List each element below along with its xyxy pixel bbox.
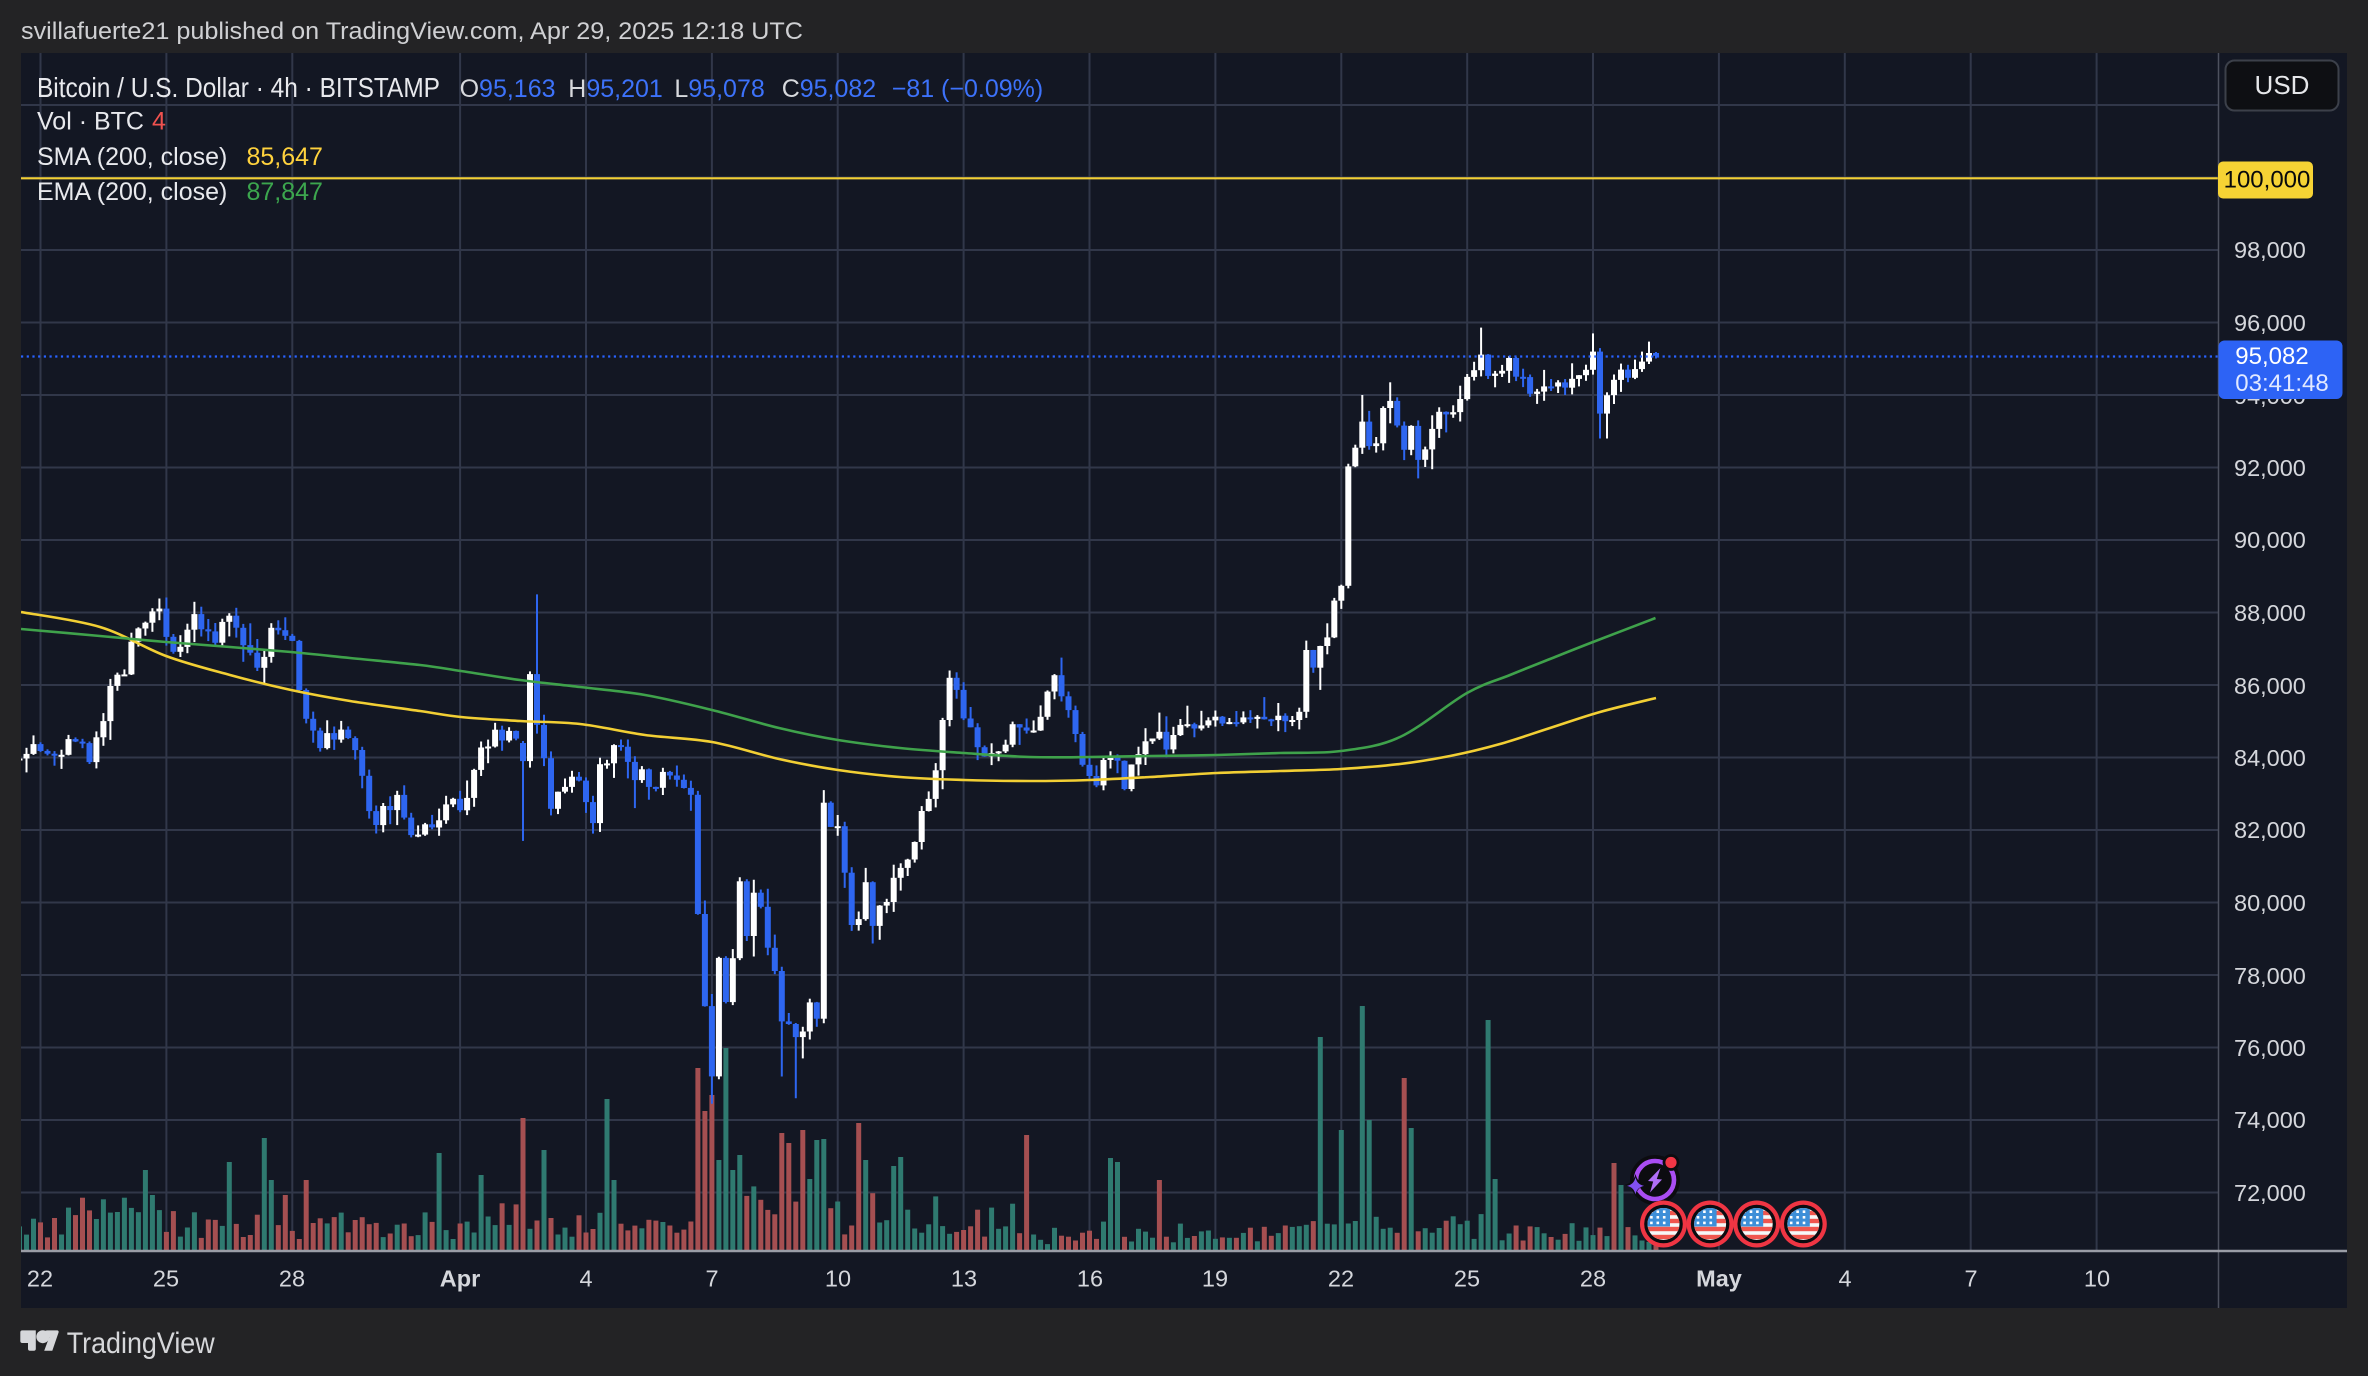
svg-text:86,000: 86,000 bbox=[2234, 673, 2306, 699]
svg-text:88,000: 88,000 bbox=[2234, 600, 2306, 626]
svg-text:O95,163: O95,163 bbox=[460, 75, 556, 103]
svg-text:USD: USD bbox=[2255, 70, 2310, 100]
svg-text:82,000: 82,000 bbox=[2234, 817, 2306, 843]
svg-text:7: 7 bbox=[705, 1266, 718, 1292]
svg-text:May: May bbox=[1696, 1266, 1742, 1292]
svg-text:100,000: 100,000 bbox=[2224, 167, 2311, 194]
svg-text:22: 22 bbox=[1328, 1266, 1354, 1292]
svg-text:7: 7 bbox=[1964, 1266, 1977, 1292]
svg-text:svillafuerte21 published on Tr: svillafuerte21 published on TradingView.… bbox=[21, 18, 803, 45]
svg-text:22: 22 bbox=[27, 1266, 53, 1292]
svg-text:72,000: 72,000 bbox=[2234, 1180, 2306, 1206]
svg-text:28: 28 bbox=[279, 1266, 305, 1292]
svg-text:TradingView: TradingView bbox=[67, 1327, 215, 1360]
svg-text:74,000: 74,000 bbox=[2234, 1107, 2306, 1133]
svg-text:4: 4 bbox=[1838, 1266, 1851, 1292]
svg-text:16: 16 bbox=[1077, 1266, 1103, 1292]
svg-text:84,000: 84,000 bbox=[2234, 745, 2306, 771]
svg-text:Apr: Apr bbox=[440, 1266, 480, 1292]
svg-text:10: 10 bbox=[2084, 1266, 2110, 1292]
svg-text:87,847: 87,847 bbox=[247, 178, 323, 206]
svg-text:76,000: 76,000 bbox=[2234, 1035, 2306, 1061]
svg-text:C95,082: C95,082 bbox=[782, 75, 877, 103]
svg-text:03:41:48: 03:41:48 bbox=[2235, 370, 2328, 397]
svg-text:92,000: 92,000 bbox=[2234, 455, 2306, 481]
svg-text:78,000: 78,000 bbox=[2234, 963, 2306, 989]
svg-text:13: 13 bbox=[951, 1266, 977, 1292]
svg-text:98,000: 98,000 bbox=[2234, 237, 2306, 263]
svg-text:85,647: 85,647 bbox=[247, 143, 323, 171]
svg-text:H95,201: H95,201 bbox=[568, 75, 663, 103]
svg-text:4: 4 bbox=[579, 1266, 592, 1292]
svg-text:L95,078: L95,078 bbox=[674, 75, 764, 103]
svg-text:EMA (200, close): EMA (200, close) bbox=[37, 178, 227, 206]
svg-text:80,000: 80,000 bbox=[2234, 890, 2306, 916]
svg-text:10: 10 bbox=[825, 1266, 851, 1292]
svg-text:28: 28 bbox=[1580, 1266, 1606, 1292]
svg-text:Bitcoin / U.S. Dollar · 4h · B: Bitcoin / U.S. Dollar · 4h · BITSTAMP bbox=[37, 72, 440, 103]
svg-text:96,000: 96,000 bbox=[2234, 310, 2306, 336]
svg-text:19: 19 bbox=[1202, 1266, 1228, 1292]
svg-text:95,082: 95,082 bbox=[2235, 343, 2308, 370]
svg-text:4: 4 bbox=[152, 108, 166, 136]
svg-text:25: 25 bbox=[153, 1266, 179, 1292]
svg-text:90,000: 90,000 bbox=[2234, 527, 2306, 553]
svg-text:SMA (200, close): SMA (200, close) bbox=[37, 143, 227, 171]
svg-text:Vol · BTC: Vol · BTC bbox=[37, 108, 144, 136]
svg-text:−81 (−0.09%): −81 (−0.09%) bbox=[892, 75, 1043, 103]
svg-text:25: 25 bbox=[1454, 1266, 1480, 1292]
